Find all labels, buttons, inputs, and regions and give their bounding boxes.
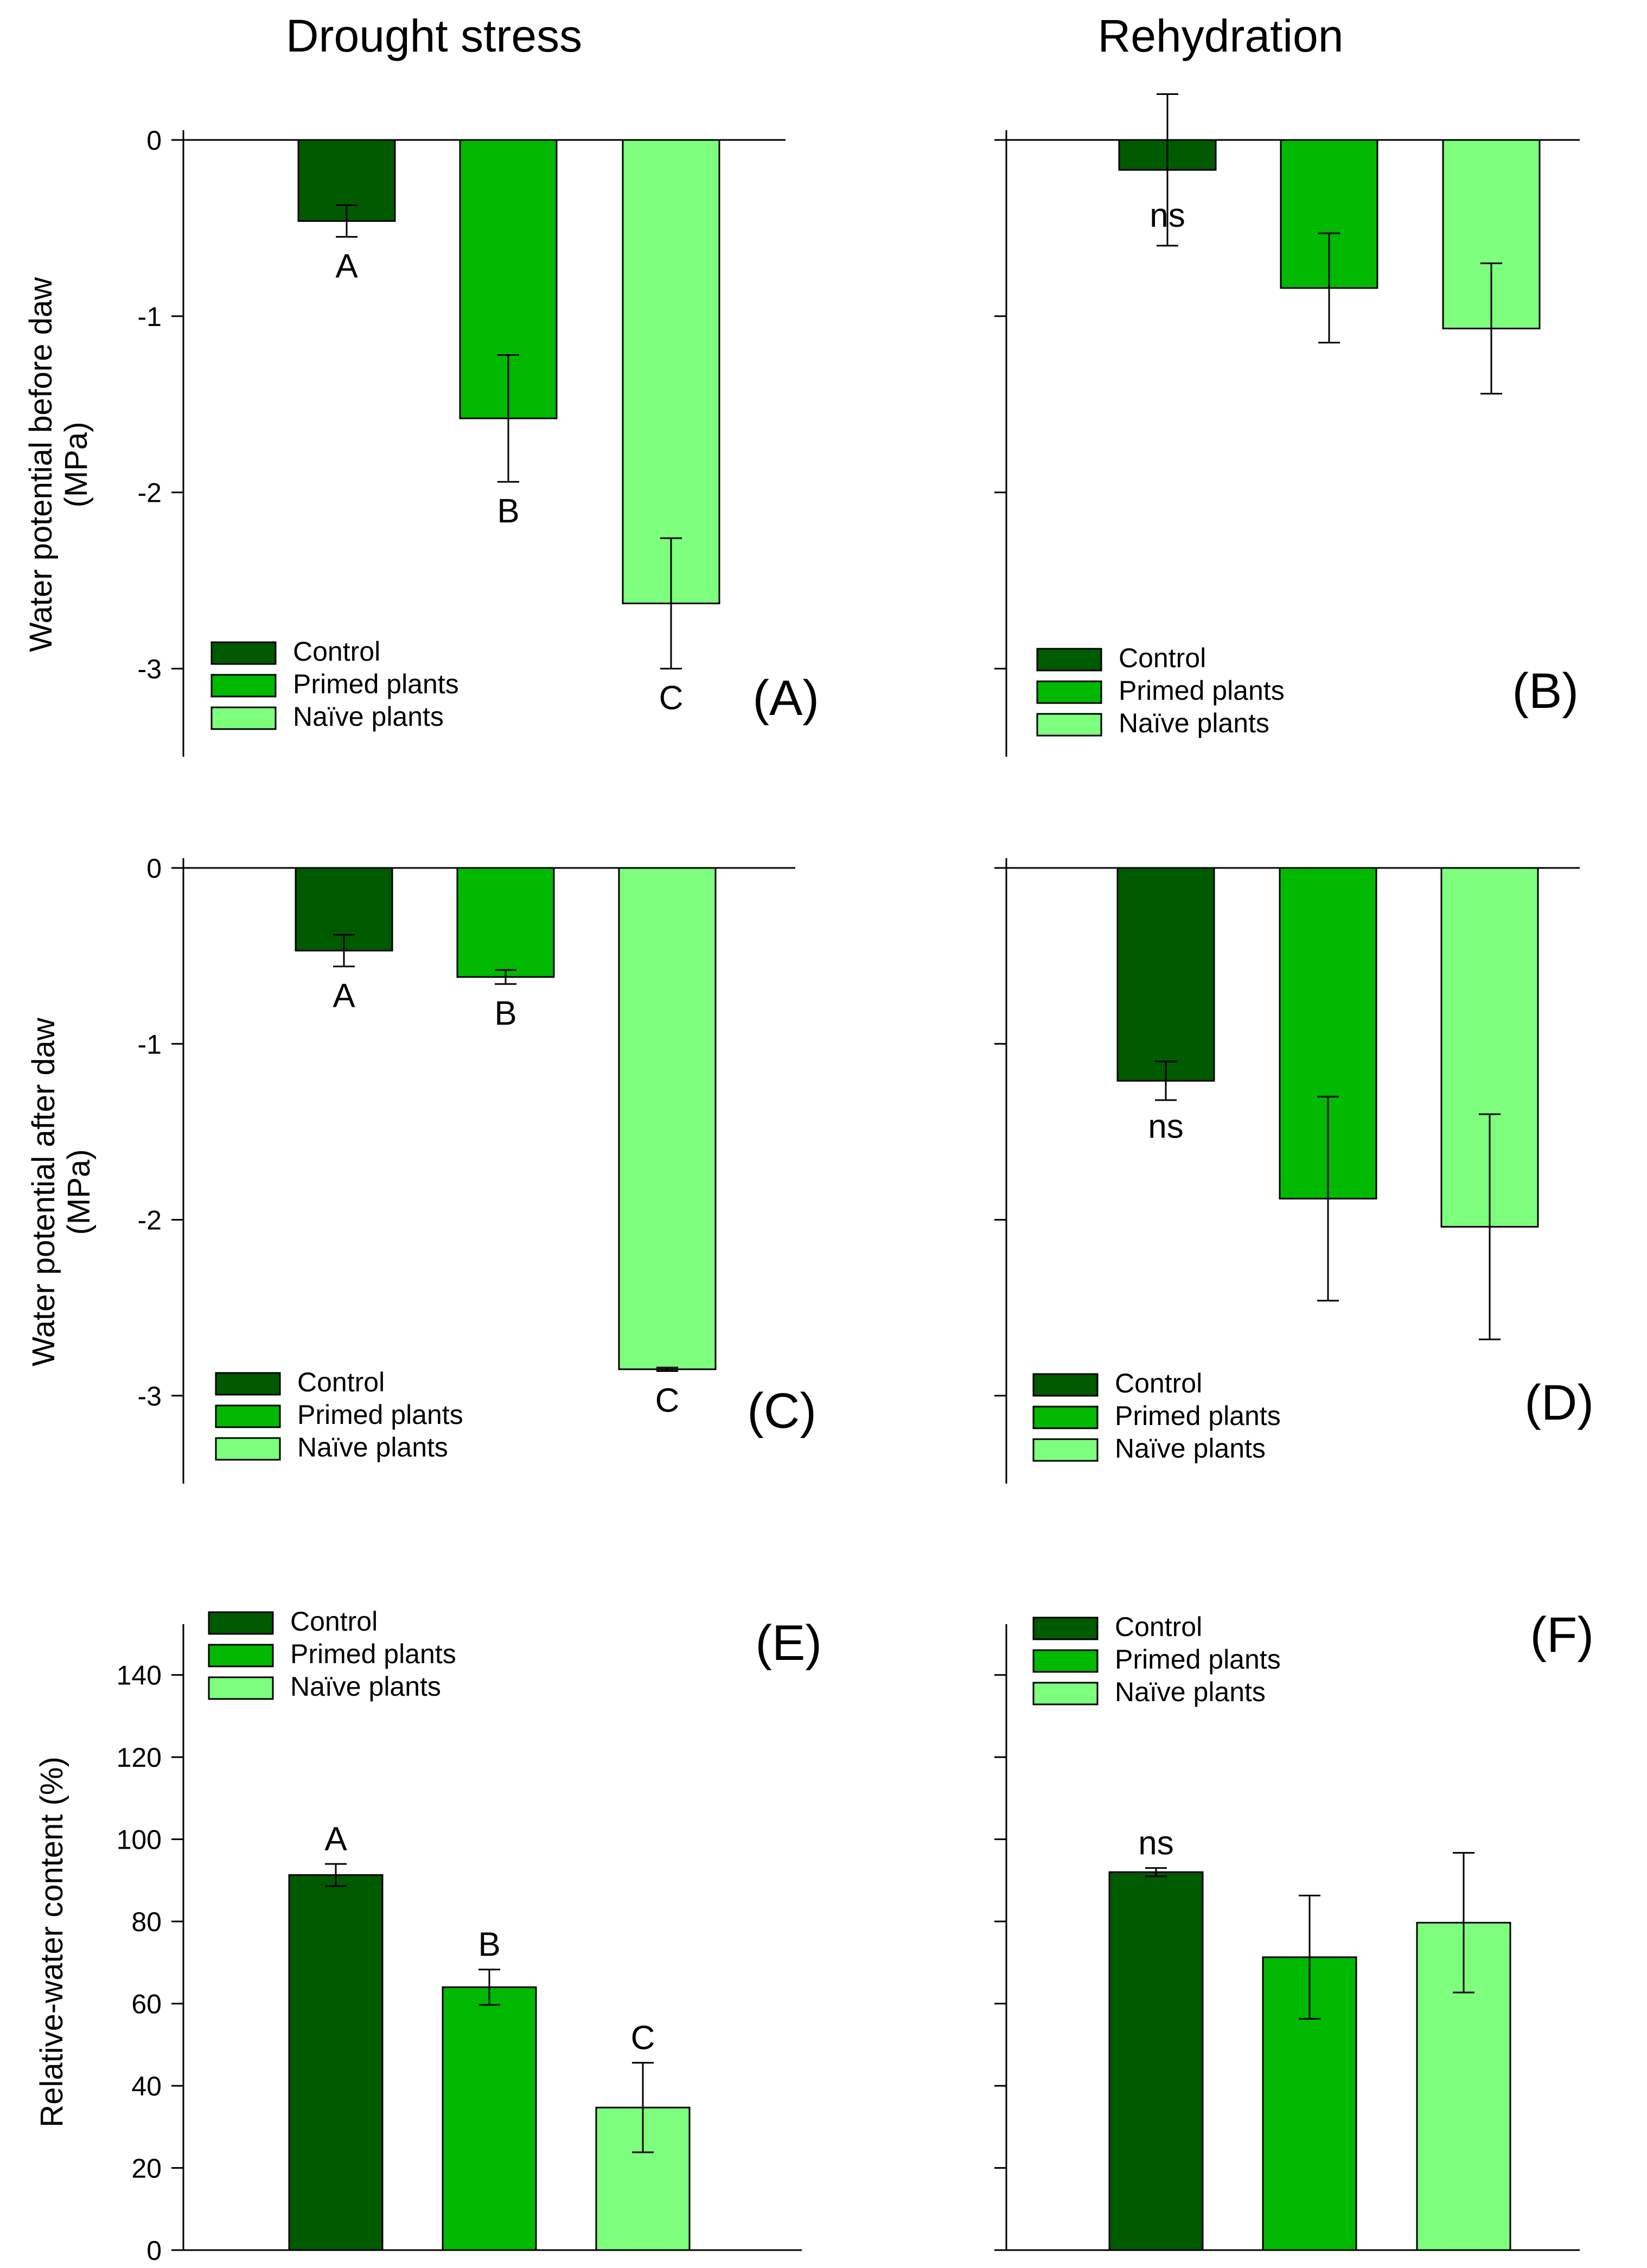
panel-label: (B) [1512,663,1579,719]
legend-label: Naïve plants [1115,1433,1266,1464]
significance-label: C [631,2020,655,2057]
legend-label: Control [1119,643,1206,673]
legend-swatch [1036,713,1102,737]
y-tick-label: 40 [131,2071,162,2101]
panel-C: 0 -1 -2 -3 Water potential after daw (MPa) A B C… [26,853,816,1484]
y-tick-label: 0 [146,853,162,884]
panel-A: 0 -1 -2 -3 Water potential before daw (MPa) A B… [23,125,819,757]
legend-swatch [210,706,277,730]
y-tick-label: -1 [138,302,162,332]
y-tick-label: -3 [138,1381,162,1411]
panel-label: (F) [1530,1607,1594,1663]
significance-label: A [335,248,358,285]
y-tick-label: -2 [138,1205,162,1236]
y-axis-label: Relative-water content (%) [34,1756,69,2127]
legend-label: Naïve plants [290,1671,441,1702]
y-axis-label: Water potential before daw [23,277,59,652]
y-tick-label: -1 [138,1029,162,1059]
bar [618,867,717,1370]
significance-label: C [659,680,684,717]
y-tick-label: 100 [117,1825,162,1855]
legend-swatch [1032,1373,1099,1397]
legend-label: Primed plants [297,1400,463,1430]
legend-label: Naïve plants [1119,708,1269,738]
legend-swatch [208,1676,274,1700]
column-title-drought-stress: Drought stress [286,10,582,61]
legend-swatch [215,1437,281,1461]
legend-swatch [210,641,277,665]
legend-swatch [210,674,277,698]
panel-label: (D) [1524,1375,1594,1430]
significance-label: ns [1150,197,1185,234]
significance-label: ns [1148,1108,1183,1145]
legend-label: Primed plants [1119,675,1285,706]
y-tick-label: 60 [131,1989,162,2020]
legend-swatch [1036,648,1102,672]
bar [1108,1871,1204,2251]
column-title-rehydration: Rehydration [1098,10,1344,61]
y-tick-label: 80 [131,1907,162,1937]
legend-swatch [215,1372,281,1396]
y-axis-label: (MPa) [59,422,94,508]
y-axis-label: (MPa) [61,1149,97,1235]
significance-label: C [655,1382,680,1419]
significance-label: B [497,493,519,530]
legend-swatch [1032,1405,1099,1429]
legend-label: Primed plants [1115,1401,1281,1431]
legend-label: Control [297,1367,385,1397]
y-tick-label: -2 [138,478,162,508]
legend-label: Naïve plants [1115,1677,1266,1707]
legend-label: Control [290,1606,378,1637]
panel-E: 0 20 40 60 80 100 120 140 Relative-water content… [34,1606,822,2266]
y-axis-label: Water potential after daw [26,1017,61,1366]
y-tick-label: -3 [138,654,162,685]
bar [1116,867,1215,1082]
panel-label: (C) [747,1383,816,1439]
y-tick-label: 140 [117,1660,162,1691]
legend-label: Primed plants [293,669,459,699]
significance-label: A [333,978,355,1015]
bar [622,139,720,604]
legend-label: Naïve plants [293,701,444,732]
y-tick-label: 0 [146,2235,162,2266]
legend-swatch [208,1611,274,1635]
panel-label: (E) [755,1615,822,1671]
y-tick-label: 20 [131,2154,162,2184]
bar [442,1986,537,2251]
legend-label: Control [1115,1612,1202,1642]
legend-label: Naïve plants [297,1432,448,1462]
legend-swatch [1032,1438,1099,1462]
legend-swatch [208,1644,274,1668]
significance-label: B [478,1926,500,1964]
legend-label: Primed plants [1115,1644,1281,1675]
legend-label: Control [293,636,380,667]
bar [288,1874,384,2251]
legend-swatch [1032,1649,1099,1673]
significance-label: ns [1138,1825,1173,1862]
y-tick-label: 0 [146,125,162,156]
legend-swatch [1032,1682,1099,1705]
legend-swatch [1036,680,1102,704]
bar [456,867,555,978]
legend-swatch [1032,1617,1099,1640]
panel-label: (A) [752,670,819,726]
significance-label: B [494,995,516,1032]
y-tick-label: 120 [117,1742,162,1773]
legend-label: Control [1115,1368,1202,1398]
legend-swatch [215,1404,281,1428]
legend-label: Primed plants [290,1639,456,1669]
significance-label: A [324,1820,347,1858]
